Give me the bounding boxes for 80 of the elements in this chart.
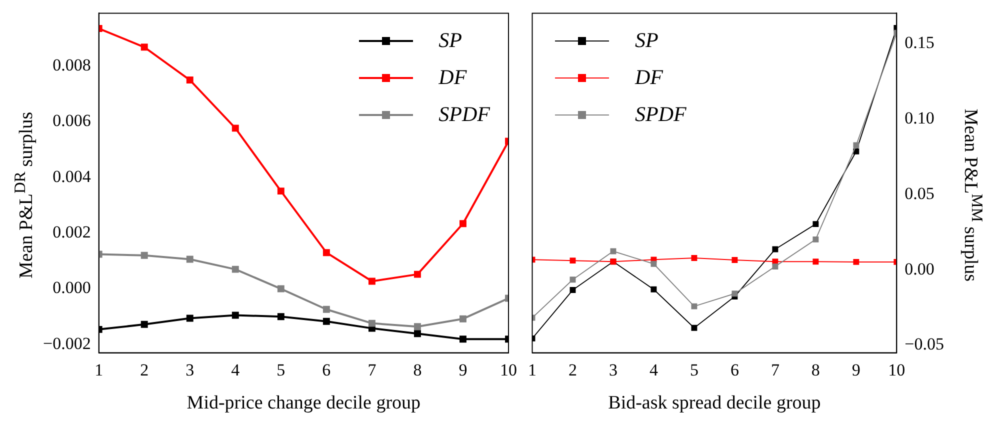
point bbox=[140, 44, 148, 51]
point bbox=[732, 290, 738, 297]
x-tick-label: 5 bbox=[276, 360, 286, 380]
point bbox=[853, 142, 860, 148]
y-tick-label: 0.008 bbox=[52, 56, 91, 75]
legend-label: SPDF bbox=[438, 102, 490, 127]
point bbox=[570, 276, 576, 283]
point bbox=[277, 313, 284, 320]
y2-tick-label: 0.00 bbox=[904, 259, 934, 278]
point bbox=[414, 270, 421, 278]
x-tick-label: 3 bbox=[608, 360, 618, 380]
y2-tick-label: 0.05 bbox=[904, 184, 934, 203]
x-axis-title: Bid-ask spread decile group bbox=[608, 392, 821, 414]
legend-label: DF bbox=[438, 65, 467, 90]
point bbox=[650, 286, 657, 292]
point bbox=[570, 287, 576, 293]
point bbox=[140, 320, 148, 328]
x-tick-label: 9 bbox=[852, 360, 860, 380]
point bbox=[691, 255, 698, 261]
x-tick-label: 9 bbox=[458, 360, 468, 380]
x-tick-label: 8 bbox=[811, 360, 820, 380]
point bbox=[460, 336, 466, 343]
x-tick-label: 8 bbox=[413, 360, 422, 380]
y2-tick-label: 0.10 bbox=[904, 108, 934, 128]
point bbox=[414, 323, 421, 330]
point bbox=[232, 312, 239, 319]
y-tick-label: 0.004 bbox=[52, 166, 92, 186]
legend-label: DF bbox=[635, 65, 663, 90]
point bbox=[140, 252, 148, 259]
x-tick-label: 1 bbox=[528, 360, 536, 380]
legend-label: SPDF bbox=[635, 102, 686, 127]
y-tick-label: −0.002 bbox=[42, 334, 91, 353]
point bbox=[322, 306, 330, 313]
point bbox=[277, 285, 284, 292]
point bbox=[772, 263, 778, 270]
point bbox=[460, 315, 466, 322]
point bbox=[232, 266, 239, 273]
y2-tick-label: 0.15 bbox=[904, 32, 934, 52]
point bbox=[610, 248, 616, 254]
point bbox=[368, 320, 376, 327]
point bbox=[322, 249, 330, 256]
x-tick-label: 1 bbox=[94, 360, 104, 380]
y-tick-label: 0.002 bbox=[52, 222, 91, 242]
point bbox=[812, 221, 819, 228]
point bbox=[812, 258, 819, 265]
point bbox=[732, 257, 738, 263]
x-tick-label: 6 bbox=[322, 360, 331, 380]
x-tick-label: 10 bbox=[888, 360, 906, 380]
x-tick-label: 2 bbox=[140, 360, 149, 380]
point bbox=[186, 76, 194, 84]
x-tick-label: 7 bbox=[368, 360, 377, 380]
x-tick-label: 5 bbox=[690, 360, 698, 380]
point bbox=[277, 188, 284, 195]
x-tick-label: 10 bbox=[500, 360, 517, 380]
point bbox=[414, 330, 421, 338]
point bbox=[232, 124, 239, 132]
point bbox=[368, 278, 376, 285]
x-tick-label: 7 bbox=[770, 360, 780, 380]
point bbox=[853, 258, 860, 265]
point bbox=[570, 258, 576, 264]
x-tick-label: 3 bbox=[186, 360, 194, 380]
y-tick-label: 0.006 bbox=[52, 111, 91, 130]
point bbox=[691, 324, 698, 331]
legend-label: SP bbox=[438, 28, 462, 53]
x-tick-label: 4 bbox=[231, 360, 240, 380]
point bbox=[812, 236, 819, 242]
y-tick-label: 0.000 bbox=[52, 278, 91, 298]
x-axis-title: Mid-price change decile group bbox=[186, 392, 421, 414]
x-tick-label: 6 bbox=[730, 360, 739, 380]
point bbox=[186, 314, 194, 322]
point bbox=[691, 303, 698, 310]
x-tick-label: 2 bbox=[568, 360, 577, 380]
x-tick-label: 4 bbox=[649, 360, 658, 380]
y2-tick-label: −0.05 bbox=[904, 334, 944, 354]
point bbox=[772, 246, 778, 252]
point bbox=[460, 220, 466, 228]
legend-label: SP bbox=[635, 28, 658, 53]
point bbox=[186, 256, 194, 263]
point bbox=[650, 260, 657, 267]
point bbox=[322, 318, 330, 325]
